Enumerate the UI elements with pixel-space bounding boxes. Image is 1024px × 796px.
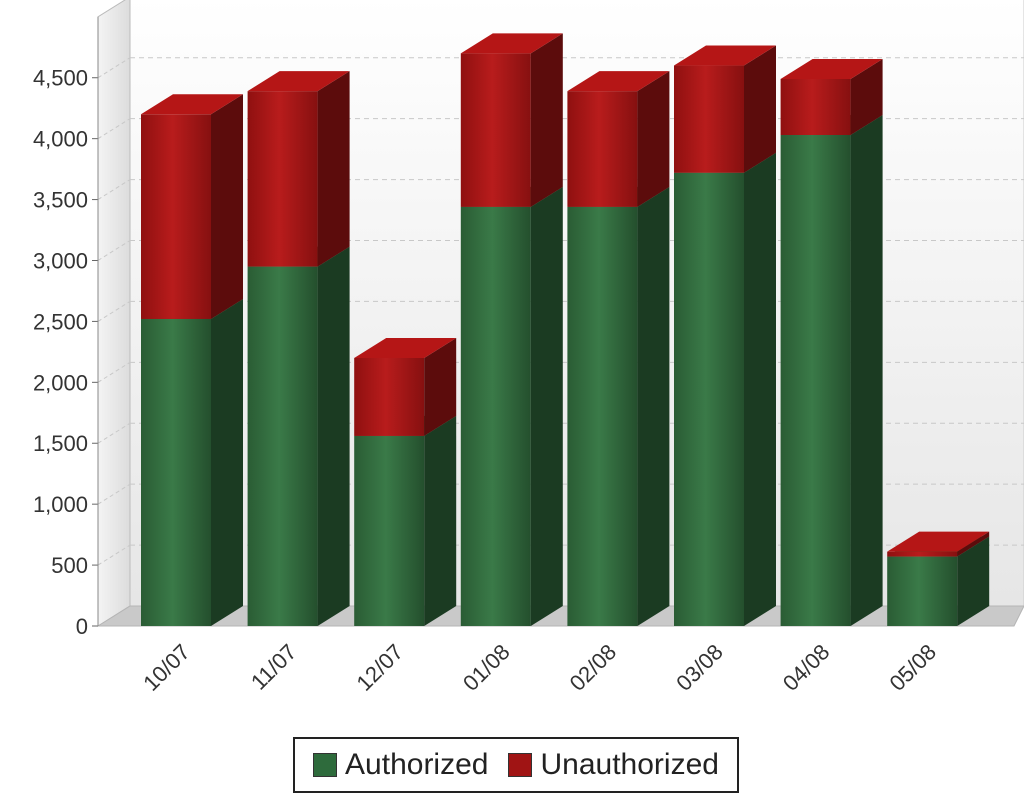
x-axis: 10/07 11/07 12/07 01/08 02/08 03/08 04/08 05/08 bbox=[138, 639, 941, 696]
bar-top-unauthorized bbox=[460, 33, 563, 54]
x-tick-label: 12/07 bbox=[351, 639, 408, 696]
y-tick-label: 3,000 bbox=[33, 248, 88, 273]
y-axis: 0 500 1,000 1,500 2,000 2,500 3,000 3,500 4,000 4… bbox=[33, 16, 99, 639]
bar-front-unauthorized bbox=[141, 114, 211, 319]
bar-unauthorized bbox=[780, 58, 883, 135]
bar-unauthorized bbox=[354, 337, 457, 436]
bar-unauthorized bbox=[674, 45, 776, 173]
bar-front-authorized bbox=[247, 266, 318, 626]
bar-authorized bbox=[460, 186, 563, 626]
gridline-diagonal bbox=[97, 483, 131, 505]
bar-side-authorized bbox=[424, 415, 457, 626]
bar-top-unauthorized bbox=[141, 94, 243, 115]
side-wall bbox=[97, 0, 131, 627]
bar-side-unauthorized bbox=[637, 71, 670, 207]
bar-authorized bbox=[674, 152, 776, 627]
bar-front-unauthorized bbox=[674, 65, 744, 173]
legend-label-unauthorized: Unauthorized bbox=[540, 748, 719, 781]
bar-side-unauthorized bbox=[211, 94, 243, 319]
x-tick-label: 01/08 bbox=[458, 639, 515, 696]
bar-front-authorized bbox=[674, 172, 744, 627]
y-tick-label: 4,000 bbox=[33, 127, 88, 152]
bar-authorized bbox=[780, 114, 883, 627]
bar-unauthorized bbox=[567, 71, 670, 207]
bar-front-authorized bbox=[780, 134, 851, 626]
bar-front-unauthorized bbox=[460, 53, 531, 207]
gridline-diagonal bbox=[97, 361, 131, 383]
x-tick-label: 04/08 bbox=[778, 639, 835, 696]
y-tick-label: 4,500 bbox=[33, 66, 88, 91]
bar-side-unauthorized bbox=[744, 45, 776, 173]
bar-side-authorized bbox=[637, 186, 670, 626]
x-tick-label: 11/07 bbox=[246, 639, 301, 694]
legend-swatch-authorized bbox=[313, 753, 338, 777]
bar-side-unauthorized bbox=[957, 531, 990, 557]
legend-item-authorized: Authorized bbox=[313, 748, 488, 782]
gridline-diagonal bbox=[97, 300, 131, 322]
legend-label-authorized: Authorized bbox=[345, 748, 489, 781]
bar-unauthorized bbox=[460, 33, 563, 207]
bar-side-unauthorized bbox=[317, 71, 350, 267]
bar-unauthorized bbox=[141, 94, 243, 319]
bar-front-unauthorized bbox=[354, 357, 425, 436]
legend-swatch-unauthorized bbox=[508, 753, 533, 777]
bar-top-unauthorized bbox=[674, 45, 776, 66]
bar-side-unauthorized bbox=[530, 33, 563, 207]
bar-front-authorized bbox=[887, 556, 958, 626]
x-tick-label: 03/08 bbox=[671, 639, 728, 696]
bar-front-authorized bbox=[141, 318, 211, 626]
bar-side-authorized bbox=[317, 246, 350, 626]
x-tick-label: 05/08 bbox=[884, 639, 941, 696]
legend-item-unauthorized: Unauthorized bbox=[508, 748, 719, 782]
bar-authorized bbox=[141, 298, 243, 626]
y-tick-label: 1,000 bbox=[33, 492, 88, 517]
bar-top-unauthorized bbox=[247, 71, 350, 92]
y-tick-label: 3,500 bbox=[33, 188, 88, 213]
bar-front-unauthorized bbox=[887, 551, 958, 557]
bar-front-unauthorized bbox=[567, 91, 638, 207]
gridline-diagonal bbox=[97, 422, 131, 444]
gridline-diagonal bbox=[97, 118, 131, 140]
bar-side-unauthorized bbox=[424, 337, 457, 436]
bar-top-unauthorized bbox=[567, 71, 670, 92]
bar-front-authorized bbox=[354, 435, 425, 626]
bar-top-unauthorized bbox=[780, 58, 883, 79]
y-tick-label: 1,500 bbox=[33, 431, 88, 456]
bar-side-authorized bbox=[530, 186, 563, 626]
bar-top-unauthorized bbox=[887, 531, 990, 552]
x-tick-label: 10/07 bbox=[138, 639, 195, 696]
y-tick-label: 500 bbox=[51, 553, 88, 578]
y-tick-label: 2,000 bbox=[33, 370, 88, 395]
x-tick-label: 02/08 bbox=[565, 639, 622, 696]
bar-side-authorized bbox=[957, 536, 990, 626]
bar-front-authorized bbox=[460, 206, 531, 626]
bar-front-unauthorized bbox=[780, 78, 851, 135]
bar-side-unauthorized bbox=[850, 58, 883, 135]
bar-authorized bbox=[247, 246, 350, 626]
bar-unauthorized bbox=[887, 531, 990, 557]
bar-front-authorized bbox=[567, 206, 638, 626]
y-tick-label: 2,500 bbox=[33, 309, 88, 334]
gridline-diagonal bbox=[97, 57, 131, 79]
bar-authorized bbox=[567, 186, 670, 626]
legend: Authorized Unauthorized bbox=[293, 737, 739, 793]
bar-unauthorized bbox=[247, 71, 350, 267]
bar-top-unauthorized bbox=[354, 337, 457, 358]
gridline-diagonal bbox=[97, 179, 131, 200]
bar-front-unauthorized bbox=[247, 91, 318, 267]
bar-authorized bbox=[354, 415, 457, 626]
bars bbox=[141, 33, 990, 627]
bar-side-authorized bbox=[850, 114, 883, 627]
bar-side-authorized bbox=[744, 152, 776, 627]
bar-side-authorized bbox=[211, 298, 243, 626]
gridline-diagonal bbox=[97, 544, 131, 566]
y-tick-label: 0 bbox=[76, 614, 88, 639]
gridline-diagonal bbox=[97, 240, 131, 261]
